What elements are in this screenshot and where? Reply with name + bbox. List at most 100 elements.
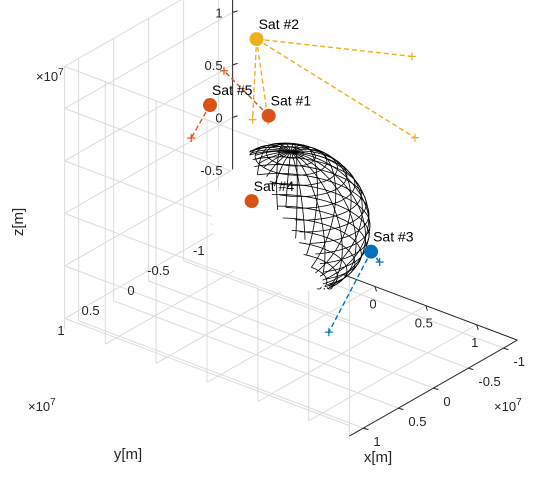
satellite-label: Sat #1 (271, 93, 312, 109)
grid-line-z-side (64, 64, 233, 162)
satellite-label: Sat #3 (373, 229, 414, 245)
earth-sphere (211, 142, 371, 293)
y-tick-mark (468, 367, 474, 371)
earth-meridian-line (290, 151, 326, 275)
z-tick-label: 1 (215, 5, 222, 20)
y-tick-label-left: 1 (57, 323, 64, 338)
y-tick-label-left: 0.5 (82, 303, 100, 318)
earth-meridian-line (266, 151, 292, 177)
y-tick-label: -0.5 (478, 374, 500, 389)
grid-line-y-floor (113, 300, 399, 409)
earth-meridian-line (276, 142, 292, 211)
earth-meridian-line (290, 146, 337, 268)
earth-meridian-line (285, 151, 292, 208)
satellite-label: Sat #2 (259, 16, 300, 32)
y-tick-label-left: -0.5 (147, 263, 169, 278)
y-tick-label: 0 (443, 394, 450, 409)
x-tick-label: 1 (471, 335, 478, 350)
earth-meridian-line (290, 151, 366, 287)
earth-meridian-line (290, 144, 318, 256)
satellite-marker (261, 108, 276, 123)
satellite-marker (249, 32, 264, 47)
x-axis-multiplier: ×107 (494, 397, 522, 414)
y-tick-mark (433, 387, 439, 391)
satellite-link (256, 38, 412, 58)
earth-meridian-line (258, 151, 292, 164)
z-tick-mark (232, 115, 238, 118)
earth-meridian-line (263, 151, 292, 168)
earth-latitude-line (252, 156, 362, 211)
earth-meridian-line (290, 151, 371, 285)
satellite-label: Sat #5 (212, 82, 253, 98)
y-axis-multiplier: ×107 (28, 397, 56, 414)
grid-line-z-side (64, 221, 233, 319)
earth-meridian-line (255, 150, 292, 156)
satellite-label: Sat #4 (254, 178, 295, 194)
earth-meridian-line (290, 151, 306, 240)
satellite-link (255, 38, 269, 121)
z-axis-label: z[m] (10, 208, 27, 236)
x-tick-mark (476, 324, 479, 330)
z-tick-label: 0 (215, 110, 222, 125)
y-tick-label: -1 (513, 354, 525, 369)
grid-line-y-floor (78, 320, 364, 429)
satellite-link (328, 251, 372, 333)
satellite-link (251, 39, 258, 120)
y-tick-mark (503, 347, 509, 351)
satellite-link (223, 70, 270, 117)
earth-meridian-line (290, 143, 298, 239)
y-tick-mark (398, 407, 404, 411)
earth-latitude-line (254, 164, 367, 222)
grid-line-z-back (64, 317, 350, 427)
earth-latitude-line (249, 150, 356, 200)
earth-meridian-line (290, 148, 352, 274)
grid-line-y-floor (148, 280, 434, 389)
y-tick-label-left: 0 (127, 283, 134, 298)
earth-meridian-line (249, 144, 292, 156)
earth-latitude-line (315, 243, 357, 255)
earth-latitude-line (310, 232, 356, 244)
grid-line-z-back (64, 265, 350, 374)
y-tick-label: 1 (373, 434, 380, 449)
x-tick-label: 0 (369, 297, 376, 312)
y-tick-label-left: -1 (193, 243, 205, 258)
z-axis-multiplier: ×107 (36, 67, 64, 84)
grid-line-z-side (64, 169, 233, 267)
earth-meridian-line (290, 151, 357, 289)
z-tick-label: 0.5 (205, 58, 223, 73)
earth-latitude-line (269, 178, 330, 186)
earth-latitude-line (319, 253, 356, 265)
grid-line-z-back (64, 212, 350, 322)
earth-latitude-line (291, 229, 356, 279)
grid-line-z-side (64, 11, 233, 109)
satellite-link (256, 38, 416, 139)
x-tick-mark (425, 305, 428, 311)
x-axis-label: x[m] (364, 449, 392, 466)
earth-backdrop (211, 145, 371, 293)
x-tick-mark (374, 286, 377, 292)
earth-latitude-line (294, 209, 350, 221)
x-tick-label: 0.5 (415, 316, 433, 331)
earth-meridian-line (257, 143, 292, 175)
earth-meridian-line (290, 151, 370, 281)
earth-meridian-line (290, 151, 343, 287)
y-axis-label: y[m] (114, 446, 142, 463)
back-panel-edge (64, 0, 182, 67)
z-tick-label: -0.5 (200, 163, 222, 178)
satellite-marker (244, 194, 259, 209)
z-tick-mark (232, 62, 238, 66)
satellite-marker (202, 98, 217, 113)
earth-meridian-line (250, 149, 292, 154)
earth-latitude-line (327, 287, 330, 290)
grid-line-y-floor (183, 260, 469, 369)
y-tick-mark (363, 427, 369, 431)
z-tick-mark (232, 10, 238, 13)
earth-latitude-line (279, 188, 338, 197)
satellite-marker (364, 244, 379, 259)
grid-line-z-side (64, 116, 233, 214)
earth-latitude-line (311, 266, 328, 287)
y-tick-label: 0.5 (408, 414, 426, 429)
satellite-link (190, 104, 211, 139)
satellite-markers: Sat #1 Sat #2 Sat #3 Sat #4 Sat #5 (202, 16, 414, 259)
